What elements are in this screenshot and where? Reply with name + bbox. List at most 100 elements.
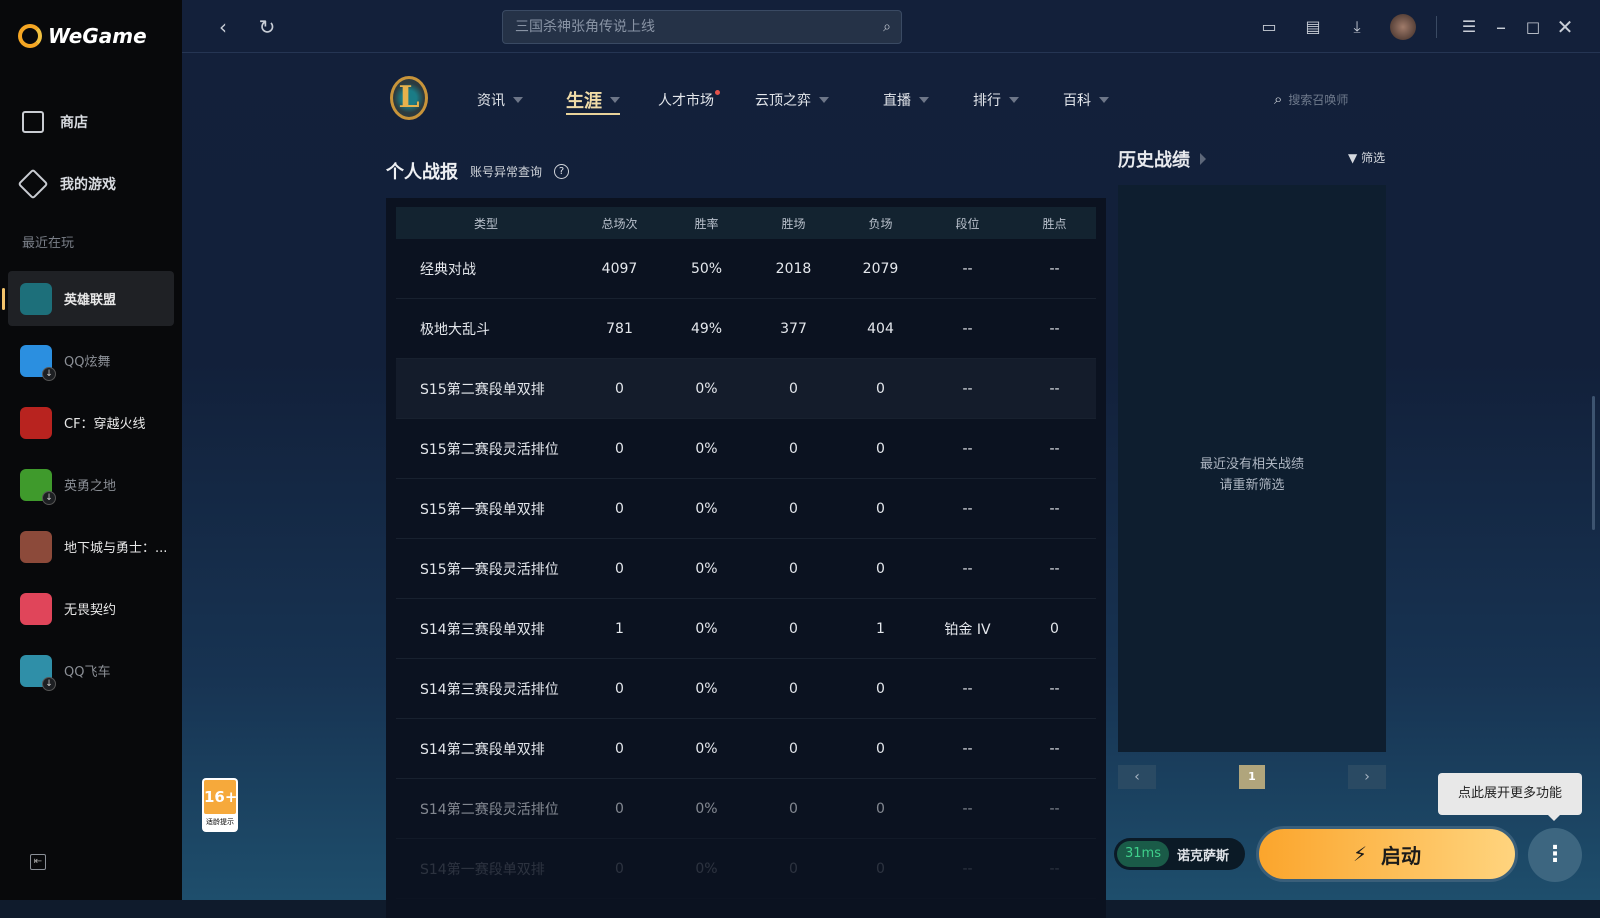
collapse-sidebar-icon[interactable]: ⇤ (30, 854, 46, 870)
table-cell: 4097 (601, 260, 638, 277)
download-badge-icon: ↓ (42, 676, 56, 691)
game-icon: ↓ (20, 344, 56, 381)
table-cell: 0% (695, 680, 718, 697)
wegame-logo[interactable]: WeGame (18, 24, 147, 48)
download-badge-icon: ↓ (42, 490, 56, 505)
table-cell: 377 (780, 320, 807, 337)
table-cell: -- (962, 560, 973, 577)
table-row[interactable]: S14第三赛段单双排 1 0% 0 1 铂金 IV 0 (396, 599, 1096, 659)
stats-table: 类型 总场次 胜率 胜场 负场 段位 胜点 经典对战 4097 50% 2018 2079 -- -- 极地… (386, 198, 1106, 918)
sidebar-game-item[interactable]: ↓ 英勇之地 (8, 457, 174, 512)
table-cell: 1 (615, 620, 624, 637)
summoner-search[interactable]: ⌕ 搜索召唤师 (1274, 90, 1349, 108)
table-cell: 0 (876, 560, 885, 577)
avatar[interactable] (1390, 14, 1416, 40)
game-nav-tab[interactable]: 排行 (973, 90, 1019, 110)
table-row[interactable]: S15第一赛段单双排 0 0% 0 0 -- -- (396, 479, 1096, 539)
message-icon[interactable]: ▤ (1305, 17, 1321, 36)
server-ping-badge[interactable]: 31ms 诺克萨斯 (1114, 838, 1245, 870)
table-cell: 0 (789, 380, 798, 397)
column-header[interactable]: 类型 (473, 216, 498, 231)
maximize-icon[interactable]: □ (1525, 18, 1541, 36)
sidebar-game-item[interactable]: CF：穿越火线 (8, 395, 174, 450)
launch-button[interactable]: ⚡ 启动 (1256, 826, 1518, 882)
table-row[interactable]: S15第二赛段灵活排位 0 0% 0 0 -- -- (396, 419, 1096, 479)
help-icon[interactable]: ? (554, 163, 570, 179)
minimize-icon[interactable]: – (1496, 15, 1506, 39)
table-cell: -- (962, 740, 973, 757)
close-icon[interactable]: ✕ (1556, 15, 1574, 39)
search-icon: ⌕ (1274, 90, 1283, 108)
refresh-icon[interactable]: ↻ (258, 15, 276, 39)
table-cell: 0 (615, 680, 624, 697)
page-1-button[interactable]: 1 (1239, 765, 1265, 789)
column-header[interactable]: 胜率 (694, 216, 719, 231)
table-cell: 0 (876, 680, 885, 697)
recent-label: 最近在玩 (22, 236, 75, 251)
table-cell: 49% (690, 320, 723, 337)
game-nav-tab[interactable]: 生涯 (566, 87, 620, 115)
filter-button[interactable]: ▼ 筛选 (1348, 151, 1386, 165)
table-row[interactable]: S14第二赛段灵活排位 0 0% 0 0 -- -- (396, 779, 1096, 839)
game-nav-tab[interactable]: 云顶之弈 (755, 90, 829, 110)
table-row[interactable]: S14第二赛段单双排 0 0% 0 0 -- -- (396, 719, 1096, 779)
column-header[interactable]: 胜场 (781, 216, 806, 231)
game-label: QQ飞车 (64, 665, 111, 680)
scrollbar[interactable] (1592, 396, 1595, 530)
back-icon[interactable]: ‹ (219, 15, 227, 39)
table-row[interactable]: 极地大乱斗 781 49% 377 404 -- -- (396, 299, 1096, 359)
table-cell: 0 (876, 380, 885, 397)
table-cell: -- (1049, 260, 1060, 277)
sidebar: WeGame 商店 我的游戏 最近在玩 英雄联盟 ↓ QQ炫舞 CF：穿越火线 ↓ 英勇之… (0, 0, 182, 900)
sidebar-game-item[interactable]: ↓ QQ飞车 (8, 643, 174, 698)
sidebar-item-shop[interactable]: 商店 (22, 111, 88, 133)
sidebar-game-item[interactable]: ↓ QQ炫舞 (8, 333, 174, 388)
game-nav-tab[interactable]: 百科 (1063, 90, 1109, 110)
column-header[interactable]: 胜点 (1042, 216, 1067, 231)
table-cell: -- (1049, 800, 1060, 817)
game-label: QQ炫舞 (64, 355, 111, 370)
menu-icon[interactable]: ☰ (1461, 17, 1477, 36)
table-cell: 0 (615, 440, 624, 457)
caret-down-icon (919, 97, 929, 103)
table-cell: 50% (690, 260, 723, 277)
game-nav-tab[interactable]: 资讯 (477, 90, 523, 110)
table-cell: -- (962, 440, 973, 457)
table-cell: 0 (789, 800, 798, 817)
column-header[interactable]: 总场次 (601, 216, 638, 231)
table-cell: S14第一赛段单双排 (420, 861, 545, 878)
caret-down-icon (1099, 97, 1109, 103)
more-options-button[interactable]: ⋮ (1528, 828, 1582, 882)
table-cell: -- (962, 320, 973, 337)
column-header[interactable]: 负场 (868, 216, 893, 231)
table-row[interactable]: 经典对战 4097 50% 2018 2079 -- -- (396, 239, 1096, 299)
search-input[interactable]: 三国杀神张角传说上线 ⌕ (502, 10, 902, 44)
game-nav-tab[interactable]: 人才市场 (658, 90, 720, 110)
history-title[interactable]: 历史战绩 (1118, 146, 1206, 172)
table-row[interactable]: S15第二赛段单双排 0 0% 0 0 -- -- (396, 359, 1096, 419)
table-cell: 2079 (862, 260, 899, 277)
sidebar-game-item[interactable]: 无畏契约 (8, 581, 174, 636)
sidebar-item-my-games[interactable]: 我的游戏 (17, 168, 116, 200)
account-check-link[interactable]: 账号异常查询 (470, 164, 543, 179)
lightning-icon: ⚡ (1352, 842, 1368, 866)
age-rating-badge[interactable]: 16+ 适龄提示 (202, 778, 238, 832)
table-header: 类型 总场次 胜率 胜场 负场 段位 胜点 (396, 207, 1096, 239)
column-header[interactable]: 段位 (955, 216, 980, 231)
table-row[interactable]: S15第一赛段灵活排位 0 0% 0 0 -- -- (396, 539, 1096, 599)
search-icon[interactable]: ⌕ (883, 19, 891, 35)
sidebar-game-item[interactable]: 地下城与勇士：... (8, 519, 174, 574)
chevron-right-icon (1200, 153, 1206, 165)
download-icon[interactable]: ⤓ (1353, 17, 1361, 36)
next-page-button[interactable]: › (1348, 765, 1386, 789)
gamepad-icon (17, 168, 49, 200)
table-cell: 0 (876, 740, 885, 757)
game-nav-tab[interactable]: 直播 (883, 90, 929, 110)
prev-page-button[interactable]: ‹ (1118, 765, 1156, 789)
table-cell: -- (1049, 380, 1060, 397)
table-row[interactable]: S14第三赛段灵活排位 0 0% 0 0 -- -- (396, 659, 1096, 719)
table-row[interactable]: S14第一赛段单双排 0 0% 0 0 -- -- (396, 839, 1096, 899)
store-bag-icon[interactable]: ▭ (1261, 17, 1277, 36)
lol-logo[interactable]: L (390, 76, 428, 120)
sidebar-game-item[interactable]: 英雄联盟 (8, 271, 174, 326)
